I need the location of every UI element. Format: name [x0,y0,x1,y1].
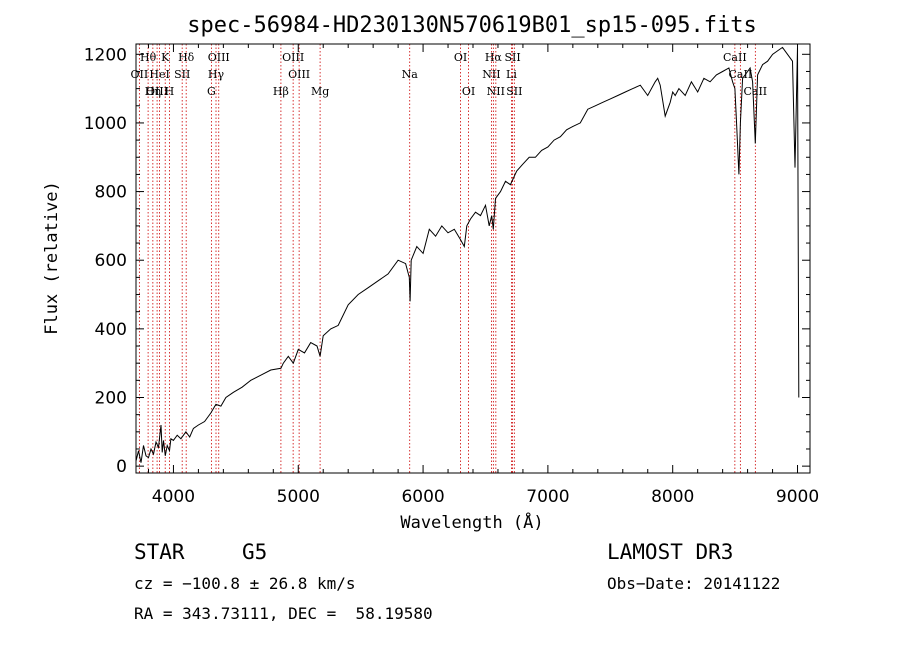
spectral-line-label: OII [131,68,149,81]
spectral-line-label: OIII [288,68,310,81]
spectral-line-label: OIII [282,51,304,64]
object-class: STAR [134,540,185,564]
spectral-line-label: Hθ [140,51,157,64]
spectral-line-label: Hα [485,51,503,64]
y-tick-label: 1200 [84,45,127,65]
spectral-line-label: K [161,51,170,64]
y-tick-label: 400 [95,320,127,340]
spectral-line-label: G [207,85,216,98]
survey-release: LAMOST DR3 [607,540,734,564]
y-tick-label: 600 [95,251,127,271]
plot-frame [135,43,811,474]
y-tick-label: 0 [116,457,127,477]
spectral-line-label: NII [482,68,500,81]
spectral-line-label: OIII [208,51,230,64]
x-tick-label: 6000 [401,487,444,507]
spectral-line-label: OIII [146,85,168,98]
ra-dec-coordinates: RA = 343.73111, DEC = 58.19580 [134,604,433,623]
spectral-line-label: Mg [311,85,329,98]
y-tick-label: 800 [95,183,127,203]
spectral-line-label: CaII [743,85,767,98]
spectral-line-label: Li [506,68,517,81]
spectral-line-label: Hγ [208,68,225,81]
x-tick-label: 7000 [526,487,569,507]
spectral-line-label: SII [504,51,520,64]
spectral-line-label: NII [487,85,505,98]
y-tick-label: 1000 [84,114,127,134]
spectral-line-label: Hβ [273,85,289,98]
spectral-line-label: Hδ [178,51,195,64]
spectral-line-label: CaII [723,51,747,64]
spectral-line-label: OI [454,51,467,64]
spectral-line-label: HeI [149,68,169,81]
spectrum-series-line [135,46,800,463]
redshift-velocity: cz = −100.8 ± 26.8 km/s [134,574,356,593]
object-subclass: G5 [242,540,268,564]
chart-title: spec-56984-HD230130N570619B01_sp15-095.f… [187,13,757,38]
spectral-line-label: OI [462,85,475,98]
observation-date: Obs−Date: 20141122 [607,574,781,593]
spectral-line-label: Na [402,68,419,81]
x-tick-label: 4000 [152,487,195,507]
x-tick-label: 5000 [277,487,320,507]
spectral-line-label: SII [506,85,522,98]
x-axis-ticks: 4000 5000 6000 7000 8000 9000 [147,44,819,507]
spectral-line-label: Hη [145,85,161,98]
x-tick-label: 9000 [776,487,819,507]
spectral-line-label: CaII [729,68,753,81]
y-axis-ticks: 0 200 400 600 800 1000 1200 [84,45,810,477]
spectral-line-label: H [165,85,175,98]
x-axis-label: Wavelength (Å) [400,511,543,533]
y-axis-label: Flux (relative) [42,181,62,335]
spectral-line-label: SII [174,68,190,81]
spectral-line-markers [138,44,756,473]
y-tick-label: 200 [95,388,127,408]
x-tick-label: 8000 [651,487,694,507]
